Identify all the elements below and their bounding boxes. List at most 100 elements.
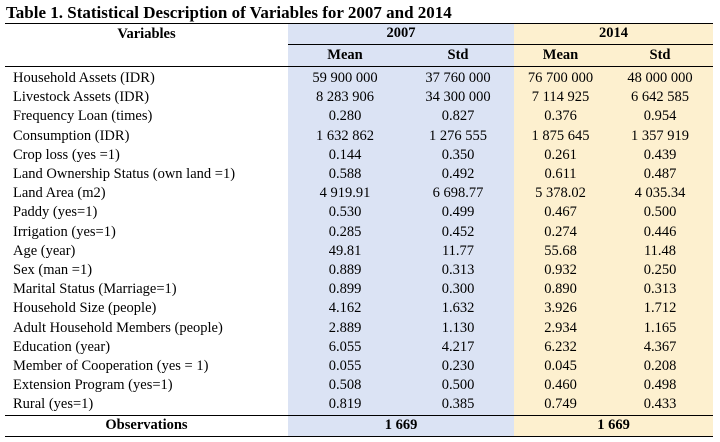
variable-label: Consumption (IDR) [13, 127, 130, 144]
mean-2007-cell: 49.81 [288, 241, 402, 262]
std-2007-cell: 37 760 000 [402, 66, 514, 89]
std-2014-cell: 1 357 919 [607, 126, 713, 146]
mean-2007-cell: 59 900 000 [288, 66, 402, 89]
std-2007-cell: 0.313 [402, 261, 514, 281]
mean-2014-cell: 2.934 [514, 318, 607, 338]
table-row: Adult Household Members (people) 2.889 1.1… [5, 318, 713, 338]
mean-2007-header: Mean [288, 44, 402, 67]
variable-label: Education (year) [13, 338, 111, 355]
variables-header: Variables [5, 23, 288, 45]
observations-row: Observations 1 669 1 669 [5, 414, 713, 437]
std-2007-cell: 11.77 [402, 241, 514, 262]
variable-label: Household Assets (IDR) [13, 70, 155, 86]
table-row: Irrigation (yes=1) 0.285 0.452 0.274 0.446 [5, 222, 713, 242]
variable-label: Land Area (m2) [13, 185, 106, 202]
std-2007-cell: 1.632 [402, 299, 514, 319]
header-row-years: Variables 2007 2014 [5, 23, 713, 45]
std-2007-cell: 1 276 555 [402, 126, 514, 146]
mean-2007-cell: 0.285 [288, 222, 402, 242]
table-row: Consumption (IDR) 1 632 862 1 276 555 1 875… [5, 126, 713, 146]
mean-2007-cell: 4 919.91 [288, 184, 402, 204]
year-2014-header: 2014 [514, 23, 713, 45]
std-2007-cell: 0.300 [402, 280, 514, 300]
variable-label: Land Ownership Status (own land =1) [13, 166, 236, 183]
mean-2014-cell: 0.261 [514, 145, 607, 166]
mean-2014-cell: 0.932 [514, 261, 607, 281]
variable-label: Sex (man =1) [13, 262, 93, 279]
variable-label: Marital Status (Marriage=1) [13, 281, 177, 298]
mean-2007-cell: 0.144 [288, 145, 402, 166]
variable-label: Member of Cooperation (yes = 1) [13, 358, 209, 375]
mean-2007-cell: 2.889 [288, 318, 402, 338]
table-row: Marital Status (Marriage=1) 0.899 0.300 0.8… [5, 280, 713, 300]
std-2007-cell: 0.230 [402, 357, 514, 377]
std-2014-cell: 11.48 [607, 241, 713, 262]
std-2014-cell: 0.433 [607, 395, 713, 416]
variable-label: Household Size (people) [13, 300, 157, 317]
table-row: Rural (yes=1) 0.819 0.385 0.749 0.433 [5, 395, 713, 416]
variable-label: Frequency Loan (times) [13, 108, 153, 125]
std-2007-cell: 4.217 [402, 337, 514, 358]
std-2014-cell: 0.500 [607, 203, 713, 223]
table-row: Age (year) 49.81 11.77 55.68 11.48 [5, 241, 713, 262]
mean-2014-cell: 0.274 [514, 222, 607, 242]
table-title: Table 1. Statistical Description of Vari… [6, 3, 452, 22]
table-row: Member of Cooperation (yes = 1) 0.055 0.23… [5, 357, 713, 377]
variable-label: Age (year) [13, 242, 76, 259]
variable-label: Extension Program (yes=1) [13, 377, 173, 394]
mean-2014-cell: 0.045 [514, 357, 607, 377]
table-row: Frequency Loan (times) 0.280 0.827 0.376 0.9… [5, 107, 713, 127]
mean-2014-cell: 0.460 [514, 376, 607, 396]
mean-2014-cell: 0.376 [514, 107, 607, 127]
mean-2007-cell: 0.530 [288, 203, 402, 223]
variable-label: Paddy (yes=1) [13, 204, 98, 221]
mean-2007-cell: 0.508 [288, 376, 402, 396]
mean-2007-cell: 0.588 [288, 165, 402, 185]
mean-2014-cell: 55.68 [514, 241, 607, 262]
std-2014-cell: 0.250 [607, 261, 713, 281]
mean-2007-cell: 8 283 906 [288, 88, 402, 108]
std-2014-cell: 1.712 [607, 299, 713, 319]
std-2014-cell: 0.439 [607, 145, 713, 166]
mean-2007-cell: 4.162 [288, 299, 402, 319]
std-2014-cell: 0.954 [607, 107, 713, 127]
mean-2014-cell: 0.749 [514, 395, 607, 416]
table-row: Household Assets (IDR) 59 900 000 37 760 0… [5, 66, 713, 89]
table-row: Household Size (people) 4.162 1.632 3.926 1.… [5, 299, 713, 319]
table-body: Household Assets (IDR) 59 900 000 37 760 0… [5, 66, 713, 416]
observations-2007: 1 669 [288, 414, 514, 437]
std-2014-cell: 0.446 [607, 222, 713, 242]
observations-label: Observations [5, 414, 288, 437]
std-2007-cell: 0.350 [402, 145, 514, 166]
header-row-stats: Mean Std Mean Std [5, 44, 713, 67]
std-2007-cell: 0.492 [402, 165, 514, 185]
std-2014-cell: 48 000 000 [607, 66, 713, 89]
mean-2014-cell: 0.467 [514, 203, 607, 223]
std-2014-cell: 1.165 [607, 318, 713, 338]
variable-label: Irrigation (yes=1) [13, 223, 116, 240]
std-2007-cell: 34 300 000 [402, 88, 514, 108]
std-2007-cell: 0.500 [402, 376, 514, 396]
mean-2014-cell: 76 700 000 [514, 66, 607, 89]
std-2007-cell: 6 698.77 [402, 184, 514, 204]
mean-2007-cell: 0.280 [288, 107, 402, 127]
mean-2014-cell: 0.611 [514, 165, 607, 185]
table-row: Livestock Assets (IDR) 8 283 906 34 300 00… [5, 88, 713, 108]
table-row: Crop loss (yes =1) 0.144 0.350 0.261 0.439 [5, 145, 713, 166]
mean-2007-cell: 0.055 [288, 357, 402, 377]
std-2014-cell: 0.498 [607, 376, 713, 396]
std-2007-cell: 0.827 [402, 107, 514, 127]
variable-label: Livestock Assets (IDR) [13, 89, 150, 106]
observations-2014: 1 669 [514, 414, 713, 437]
std-2014-cell: 4.367 [607, 337, 713, 358]
mean-2007-cell: 1 632 862 [288, 126, 402, 146]
std-2014-cell: 0.313 [607, 280, 713, 300]
mean-2007-cell: 0.819 [288, 395, 402, 416]
std-2007-cell: 0.499 [402, 203, 514, 223]
variable-label: Crop loss (yes =1) [13, 146, 120, 163]
variables-subheader [5, 44, 288, 67]
std-2007-cell: 1.130 [402, 318, 514, 338]
mean-2007-cell: 0.889 [288, 261, 402, 281]
variable-label: Rural (yes=1) [13, 396, 94, 413]
variable-label: Adult Household Members (people) [13, 319, 223, 336]
